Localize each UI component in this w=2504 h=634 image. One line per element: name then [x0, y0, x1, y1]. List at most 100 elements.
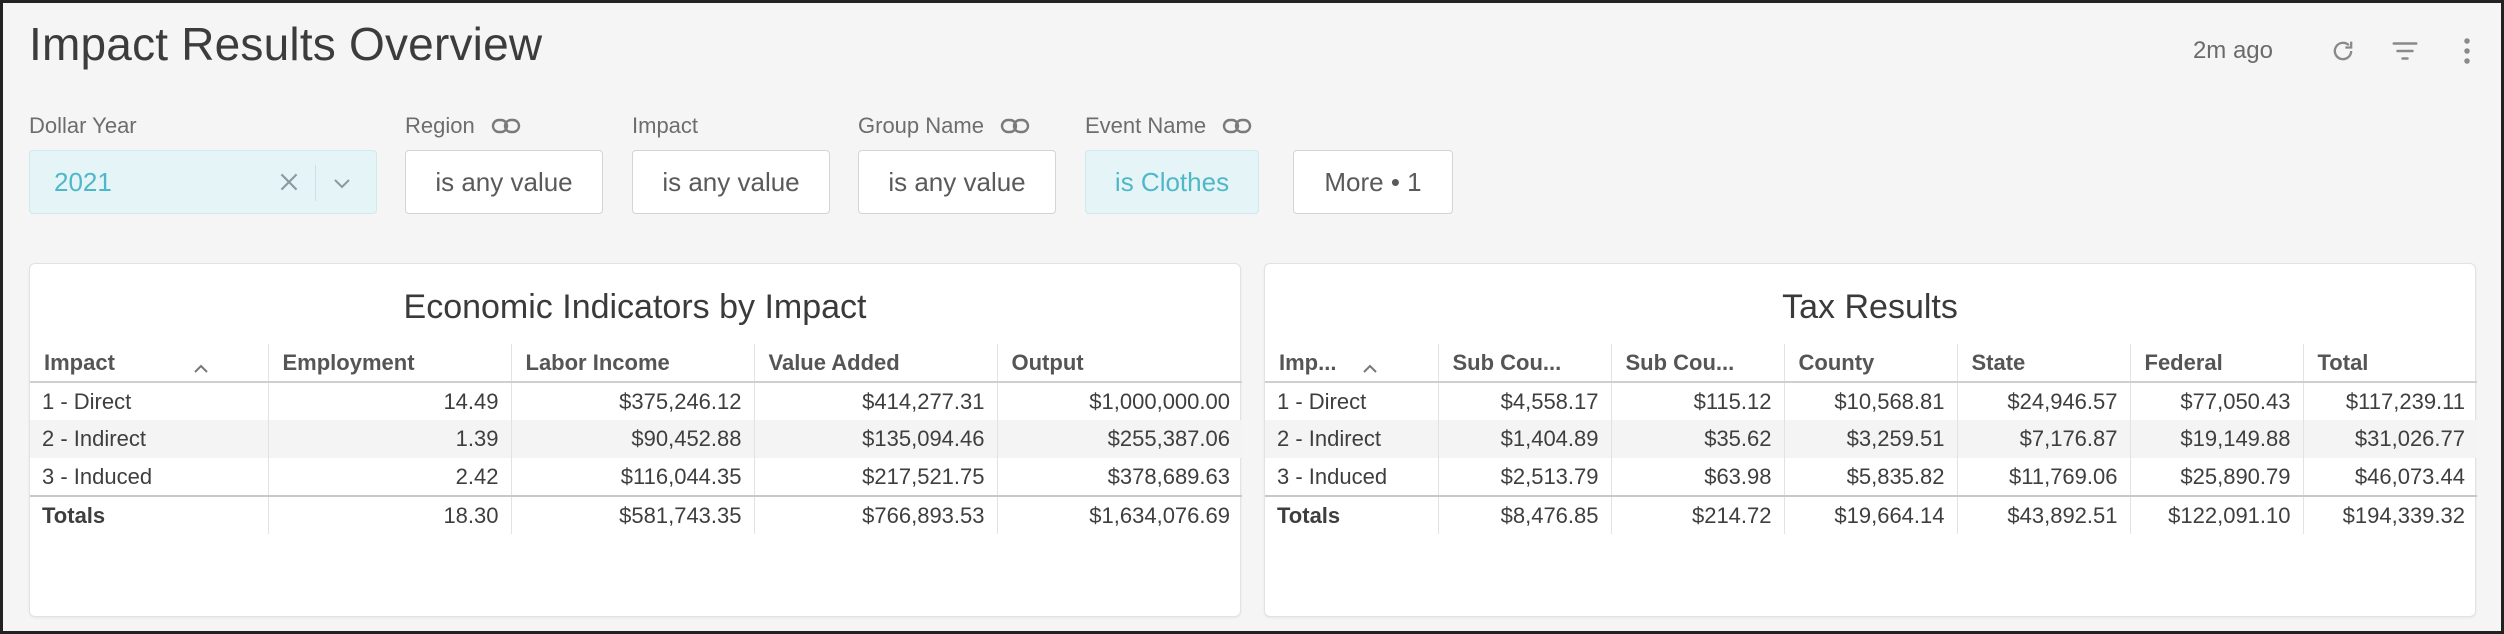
- column-header[interactable]: Federal: [2130, 344, 2304, 383]
- table-cell: $255,387.06: [997, 420, 1242, 458]
- table-cell: $8,476.85: [1438, 495, 1612, 534]
- table-cell: $1,634,076.69: [997, 495, 1242, 534]
- filter-dollar-year: Dollar Year: [29, 111, 137, 141]
- filter-event-name: Event Name: [1085, 111, 1252, 141]
- table-row: 1 - Direct $4,558.17 $115.12 $10,568.81 …: [1265, 382, 2477, 420]
- column-header[interactable]: Labor Income: [511, 344, 755, 383]
- event-name-filter-input[interactable]: is Clothes: [1085, 150, 1259, 214]
- table-row: 3 - Induced $2,513.79 $63.98 $5,835.82 $…: [1265, 458, 2477, 496]
- filter-label: Event Name: [1085, 113, 1207, 138]
- table-cell: 18.30: [268, 495, 512, 534]
- table-cell: $117,239.11: [2345, 388, 2465, 414]
- link-icon[interactable]: [491, 117, 521, 135]
- table-cell: $19,664.14: [1784, 495, 1958, 534]
- table-cell: $46,073.44: [2354, 463, 2465, 489]
- column-header[interactable]: Output: [997, 344, 1242, 383]
- kebab-menu-icon[interactable]: [2447, 31, 2487, 71]
- chevron-down-icon[interactable]: [330, 171, 354, 202]
- column-header[interactable]: County: [1784, 344, 1958, 383]
- chevron-up-icon[interactable]: [192, 356, 210, 382]
- column-header[interactable]: Impact: [30, 344, 269, 383]
- table-cell: $194,339.32: [2303, 495, 2477, 534]
- table-cell: 3 - Induced: [1265, 458, 1439, 496]
- table-cell: 1 - Direct: [1265, 382, 1439, 420]
- table-row: 2 - Indirect 1.39 $90,452.88 $135,094.46…: [30, 420, 1242, 458]
- economic-indicators-table: Impact Employment Labor Income Value Add…: [30, 344, 1242, 534]
- close-icon[interactable]: [276, 169, 302, 202]
- table-cell: $10,568.81: [1784, 382, 1958, 420]
- table-cell: $135,094.46: [754, 420, 998, 458]
- table-cell: $43,892.51: [1957, 495, 2131, 534]
- table-cell: 2.42: [268, 458, 512, 496]
- table-cell: $122,091.10: [2130, 495, 2304, 534]
- table-cell: $7,176.87: [1957, 420, 2131, 458]
- column-header[interactable]: Total: [2303, 344, 2477, 383]
- table-cell: $63.98: [1611, 458, 1785, 496]
- column-header[interactable]: Value Added: [754, 344, 998, 383]
- table-cell: $116,044.35: [511, 458, 755, 496]
- table-header-row: Imp... Sub Cou... Sub Cou... County Stat…: [1265, 344, 2477, 383]
- header-actions: 2m ago: [2193, 31, 2487, 71]
- divider: [315, 165, 316, 201]
- link-icon[interactable]: [1000, 117, 1030, 135]
- table-cell: $3,259.51: [1784, 420, 1958, 458]
- table-cell: $35.62: [1611, 420, 1785, 458]
- table-cell: $1,000,000.00: [1089, 388, 1230, 414]
- table-cell: $414,277.31: [754, 382, 998, 420]
- last-updated: 2m ago: [2192, 37, 2273, 64]
- column-header[interactable]: Sub Cou...: [1611, 344, 1785, 383]
- page-title: Impact Results Overview: [29, 18, 543, 70]
- table-cell: $25,890.79: [2130, 458, 2304, 496]
- table-cell: $1,404.89: [1438, 420, 1612, 458]
- table-cell: $115.12: [1611, 382, 1785, 420]
- table-cell: 14.49: [268, 382, 512, 420]
- dollar-year-value: 2021: [54, 166, 112, 197]
- filter-group-name: Group Name: [858, 111, 1030, 141]
- table-cell: $5,835.82: [1784, 458, 1958, 496]
- more-filters-button[interactable]: More • 1: [1293, 150, 1453, 214]
- column-header[interactable]: State: [1957, 344, 2131, 383]
- dollar-year-select[interactable]: 2021: [29, 150, 377, 214]
- column-header[interactable]: Employment: [268, 344, 512, 383]
- table-cell: $378,689.63: [1107, 463, 1230, 489]
- page-header: Impact Results Overview 2m ago: [29, 17, 2501, 77]
- table-cell: $77,050.43: [2130, 382, 2304, 420]
- table-cell: $4,558.17: [1438, 382, 1612, 420]
- table-cell: $19,149.88: [2130, 420, 2304, 458]
- totals-row: Totals 18.30 $581,743.35 $766,893.53 $1,…: [30, 495, 1242, 534]
- table-cell: $214.72: [1611, 495, 1785, 534]
- table-cell: $217,521.75: [754, 458, 998, 496]
- filter-label: Group Name: [858, 113, 984, 138]
- card-title: Tax Results: [1782, 288, 1958, 326]
- table-cell: $31,026.77: [2303, 420, 2477, 458]
- filter-label: Impact: [632, 113, 699, 138]
- card-title: Economic Indicators by Impact: [403, 288, 867, 326]
- totals-row: Totals $8,476.85 $214.72 $19,664.14 $43,…: [1265, 495, 2477, 534]
- table-cell: $375,246.12: [511, 382, 755, 420]
- refresh-icon[interactable]: [2323, 31, 2363, 71]
- column-header[interactable]: Sub Cou...: [1438, 344, 1612, 383]
- filter-icon[interactable]: [2385, 31, 2425, 71]
- table-cell: $24,946.57: [1957, 382, 2131, 420]
- link-icon[interactable]: [1222, 117, 1252, 135]
- table-cell: $90,452.88: [511, 420, 755, 458]
- filter-label: Dollar Year: [29, 113, 137, 138]
- table-cell: 1 - Direct: [30, 382, 269, 420]
- filter-region: Region: [405, 111, 521, 141]
- table-cell: 3 - Induced: [30, 458, 269, 496]
- table-row: 2 - Indirect $1,404.89 $35.62 $3,259.51 …: [1265, 420, 2477, 458]
- table-cell: 1.39: [268, 420, 512, 458]
- filter-impact: Impact: [632, 111, 698, 141]
- tax-results-table: Imp... Sub Cou... Sub Cou... County Stat…: [1265, 344, 2477, 534]
- group-name-filter-input[interactable]: is any value: [858, 150, 1056, 214]
- column-header[interactable]: Imp...: [1265, 344, 1439, 383]
- table-row: 1 - Direct 14.49 $375,246.12 $414,277.31…: [30, 382, 1242, 420]
- table-row: 3 - Induced 2.42 $116,044.35 $217,521.75…: [30, 458, 1242, 496]
- table-cell: 2 - Indirect: [1265, 420, 1439, 458]
- region-filter-input[interactable]: is any value: [405, 150, 603, 214]
- chevron-up-icon[interactable]: [1361, 356, 1379, 382]
- impact-filter-input[interactable]: is any value: [632, 150, 830, 214]
- table-cell: $11,769.06: [1957, 458, 2131, 496]
- table-cell: 2 - Indirect: [30, 420, 269, 458]
- table-cell: Totals: [1265, 495, 1439, 534]
